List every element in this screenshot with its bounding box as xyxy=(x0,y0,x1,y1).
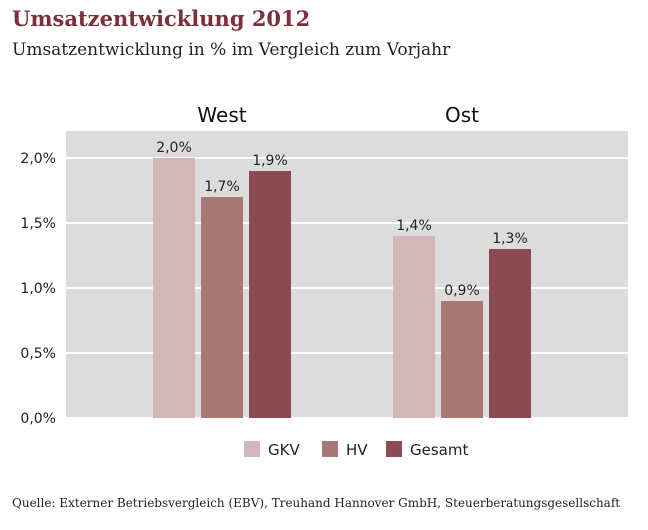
category-label: West xyxy=(197,103,246,127)
legend-label: Gesamt xyxy=(410,441,468,459)
y-tick-label: 1,5% xyxy=(20,216,56,232)
data-label: 1,3% xyxy=(492,231,528,247)
bar-hv-west xyxy=(201,197,243,418)
legend-label: GKV xyxy=(268,441,300,459)
data-label: 0,9% xyxy=(444,283,480,299)
bar-gkv-west xyxy=(153,158,195,418)
data-label: 2,0% xyxy=(156,140,192,156)
legend-swatch-gesamt xyxy=(386,441,402,457)
y-tick-label: 1,0% xyxy=(20,281,56,297)
legend-swatch-gkv xyxy=(244,441,260,457)
bar-chart: 0,0% 0,5% 1,0% 1,5% 2,0% West 2,0% 1,7% 1,9% Ost 1… xyxy=(20,103,628,459)
data-label: 1,7% xyxy=(204,179,240,195)
bar-gesamt-ost xyxy=(489,249,531,418)
bar-gkv-ost xyxy=(393,236,435,418)
source-note: Quelle: Externer Betriebsvergleich (EBV)… xyxy=(12,496,621,510)
plot-area xyxy=(66,131,628,418)
chart-title: Umsatzentwicklung 2012 xyxy=(12,6,311,31)
y-tick-label: 0,5% xyxy=(20,346,56,362)
chart-subtitle: Umsatzentwicklung in % im Vergleich zum … xyxy=(12,40,451,60)
y-tick-label: 2,0% xyxy=(20,151,56,167)
y-tick-label: 0,0% xyxy=(20,411,56,427)
legend-swatch-hv xyxy=(322,441,338,457)
bar-hv-ost xyxy=(441,301,483,418)
category-label: Ost xyxy=(445,103,479,127)
bar-gesamt-west xyxy=(249,171,291,418)
data-label: 1,9% xyxy=(252,153,288,169)
data-label: 1,4% xyxy=(396,218,432,234)
legend-label: HV xyxy=(346,441,368,459)
